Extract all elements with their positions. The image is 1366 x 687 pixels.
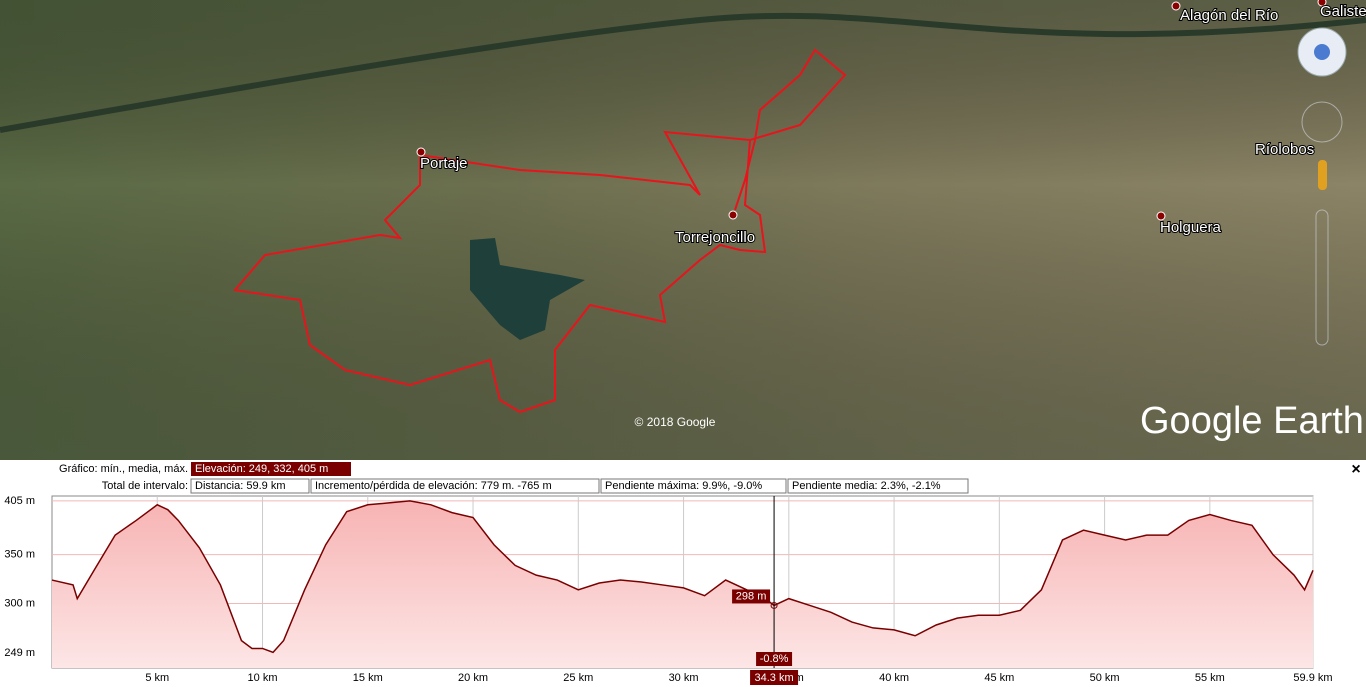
max-slope-box <box>600 478 787 494</box>
gain-box <box>310 478 600 494</box>
zoom-slider[interactable] <box>1315 209 1329 346</box>
elevation-line <box>51 500 1314 654</box>
avg-slope-box <box>787 478 969 494</box>
elevation-box <box>191 462 351 476</box>
x-tick-label: 30 km <box>669 672 699 684</box>
y-tick-label: 300 m <box>4 597 35 609</box>
look-control[interactable] <box>1301 101 1343 143</box>
street-view-pegman[interactable] <box>1318 160 1327 190</box>
place-pin <box>728 210 738 220</box>
route <box>233 48 847 414</box>
cursor-x-box <box>750 670 799 685</box>
place-pin <box>416 147 426 157</box>
x-tick-label: 45 km <box>984 672 1014 684</box>
x-tick-label: 50 km <box>1090 672 1120 684</box>
cursor-value-box <box>732 589 771 604</box>
x-tick-label: 20 km <box>458 672 488 684</box>
place-label: Holguera <box>1160 219 1222 236</box>
x-tick-label: 5 km <box>145 672 169 684</box>
close-button[interactable]: × <box>1351 461 1360 478</box>
copyright: © 2018 Google <box>635 415 716 429</box>
place-pin <box>1171 1 1181 11</box>
max-slope: Pendiente máxima: 9.9%, -9.0% <box>605 480 762 492</box>
place-pin <box>1317 0 1327 7</box>
place-label: Alagón del Río <box>1180 7 1278 24</box>
cursor-value: 298 m <box>736 590 767 602</box>
place-label: Portaje <box>420 155 468 172</box>
river <box>0 12 1366 133</box>
cursor-slope: -0.8% <box>760 653 789 665</box>
distance-box <box>190 478 310 494</box>
x-tick-label: 59.9 km <box>1293 672 1332 684</box>
place-label: Ríolobos <box>1255 141 1314 158</box>
y-tick-label: 405 m <box>4 495 35 507</box>
brand-logo: Google Earth <box>1140 400 1364 442</box>
x-tick-label: 15 km <box>353 672 383 684</box>
gain-loss: Incremento/pérdida de elevación: 779 m. … <box>315 480 552 492</box>
interval-label: Total de intervalo: <box>102 480 188 492</box>
avg-slope: Pendiente media: 2.3%, -2.1% <box>792 480 941 492</box>
reservoir <box>470 238 585 340</box>
x-tick-label: 10 km <box>248 672 278 684</box>
elevation-area <box>52 500 1313 668</box>
cursor-slope-box <box>756 652 793 666</box>
y-tick-label: 350 m <box>4 549 35 561</box>
cursor-point <box>770 601 778 609</box>
distance: Distancia: 59.9 km <box>195 480 285 492</box>
navigation-hand[interactable] <box>1314 44 1330 60</box>
terrain-shade <box>0 0 1366 460</box>
satellite-map[interactable]: © 2018 Google Google Earth <box>0 0 1366 460</box>
place-label: Torrejoncillo <box>675 229 755 246</box>
cursor-x: 34.3 km <box>755 672 794 684</box>
x-tick-label: 40 km <box>879 672 909 684</box>
summary-label: Gráfico: mín., media, máx. <box>59 463 188 475</box>
y-tick-label: 249 m <box>4 647 35 659</box>
x-tick-label: 55 km <box>1195 672 1225 684</box>
place-label: Galiste <box>1320 3 1366 20</box>
elevation-summary: Elevación: 249, 332, 405 m <box>195 463 328 475</box>
place-pin <box>1156 211 1166 221</box>
x-tick-label: 25 km <box>563 672 593 684</box>
